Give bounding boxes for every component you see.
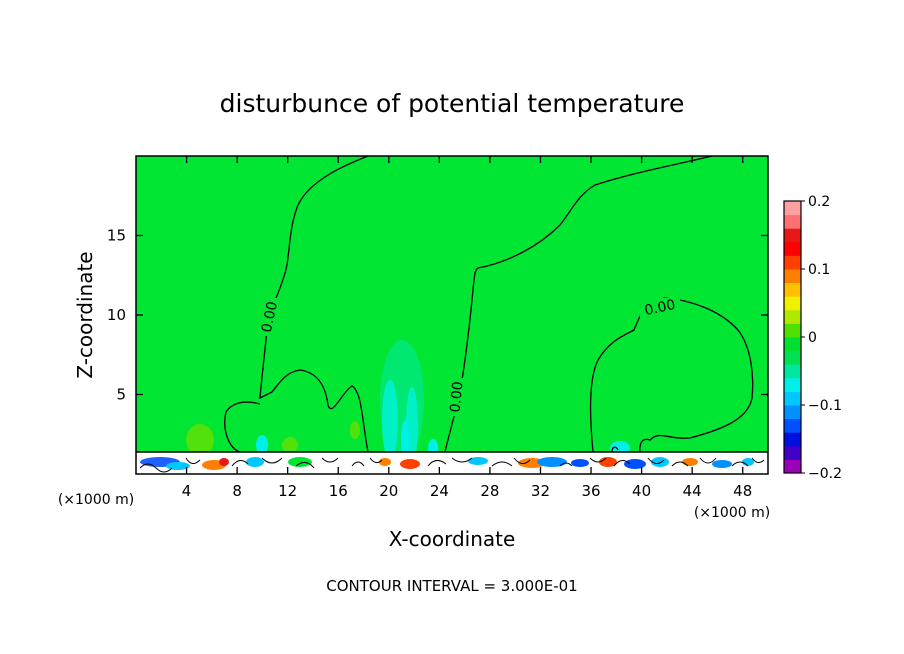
y-axis-ticks: 5 10 15 — [107, 227, 768, 404]
negative-patch — [401, 420, 409, 460]
colorbar-tick-label: −0.2 — [808, 466, 842, 482]
colorbar-tick-label: 0.1 — [808, 262, 830, 278]
y-tick-label: 10 — [107, 306, 126, 324]
positive-patch — [350, 421, 360, 439]
surface-patch — [219, 458, 229, 466]
colorbar-cell — [784, 214, 801, 229]
surface-patch — [400, 459, 420, 469]
colorbar-cell — [784, 309, 801, 324]
x-tick-label: 40 — [632, 482, 651, 500]
x-tick-label: 32 — [531, 482, 550, 500]
surface-layer — [136, 452, 768, 474]
x-tick-label: 16 — [329, 482, 348, 500]
y-axis-label: Z-coordinate — [73, 251, 97, 378]
surface-contours — [139, 457, 765, 473]
colorbar-cell — [784, 432, 801, 447]
x-tick-label: 4 — [182, 482, 192, 500]
colorbar: 0.2 0.1 0 −0.1 −0.2 — [783, 194, 842, 482]
colorbar-cell — [784, 391, 801, 406]
surface-patch — [712, 460, 732, 468]
x-axis-ticks: 4 8 12 16 20 24 28 32 36 40 44 48 — [182, 156, 752, 500]
negative-patch — [406, 387, 418, 463]
surface-patch — [682, 458, 698, 466]
colorbar-cell — [784, 459, 801, 474]
negative-patch — [256, 435, 268, 455]
x-tick-label: 8 — [232, 482, 242, 500]
colorbar-cell — [784, 337, 801, 352]
surface-patch — [246, 457, 264, 467]
x-axis-label: X-coordinate — [389, 527, 516, 551]
surface-patch — [742, 458, 754, 466]
y-tick-label: 15 — [107, 227, 126, 245]
contour-label-bg — [447, 378, 467, 416]
surface-patch — [537, 457, 567, 467]
colorbar-cell — [784, 405, 801, 420]
x-tick-label: 36 — [581, 482, 600, 500]
zero-contour-left-lobe — [224, 401, 261, 453]
plot-area: 0.00 0.00 0.00 4 8 12 16 20 24 28 32 36 40 44 48 51… — [107, 155, 769, 500]
colorbar-cell — [784, 269, 801, 284]
contour-interval-note: CONTOUR INTERVAL = 3.000E-01 — [326, 577, 577, 595]
colorbar-cell — [784, 201, 801, 216]
y-tick-label: 5 — [116, 386, 126, 404]
negative-patch — [382, 380, 398, 460]
x-unit-label: (×1000 m) — [694, 505, 770, 521]
x-tick-label: 20 — [379, 482, 398, 500]
x-tick-label: 24 — [430, 482, 449, 500]
surface-patch — [468, 457, 488, 465]
chart-title: disturbunce of potential temperature — [220, 89, 685, 118]
contour-label-bg — [258, 298, 278, 336]
x-tick-label: 28 — [480, 482, 499, 500]
field-patches — [136, 340, 768, 474]
colorbar-tick-label: −0.1 — [808, 398, 842, 414]
colorbar-tick-label: 0 — [808, 330, 817, 346]
colorbar-cell — [784, 445, 801, 460]
colorbar-cell — [784, 255, 801, 270]
contour-label: 0.00 — [643, 297, 677, 319]
colorbar-cell — [784, 323, 801, 338]
surface-patch — [624, 459, 646, 469]
zero-contour-small — [611, 446, 619, 453]
contour-label: 0.00 — [259, 300, 281, 334]
surface-patch — [379, 458, 391, 466]
contour-labels: 0.00 0.00 0.00 — [258, 297, 680, 416]
surface-patch — [571, 459, 589, 467]
positive-patch — [282, 437, 298, 453]
y-unit-label: (×1000 m) — [58, 492, 134, 508]
colorbar-cell — [784, 350, 801, 365]
colorbar-cell — [784, 418, 801, 433]
colorbar-ticks: 0.2 0.1 0 −0.1 −0.2 — [801, 194, 842, 482]
colorbar-cell — [784, 364, 801, 379]
colorbar-cell — [784, 296, 801, 311]
colorbar-cell — [784, 241, 801, 256]
colorbar-cells — [784, 201, 801, 474]
zero-contour-right — [589, 297, 754, 453]
x-tick-label: 12 — [278, 482, 297, 500]
colorbar-tick-label: 0.2 — [808, 194, 830, 210]
colorbar-cell — [784, 228, 801, 243]
contour-label-bg — [640, 298, 680, 318]
surface-patch — [651, 457, 669, 467]
zero-contour-left — [259, 156, 369, 453]
contour-label: 0.00 — [447, 381, 466, 414]
x-tick-label: 44 — [683, 482, 702, 500]
colorbar-cell — [784, 377, 801, 392]
surface-patch — [288, 457, 312, 467]
colorbar-cell — [784, 282, 801, 297]
positive-patch — [186, 424, 214, 456]
x-tick-label: 48 — [733, 482, 752, 500]
